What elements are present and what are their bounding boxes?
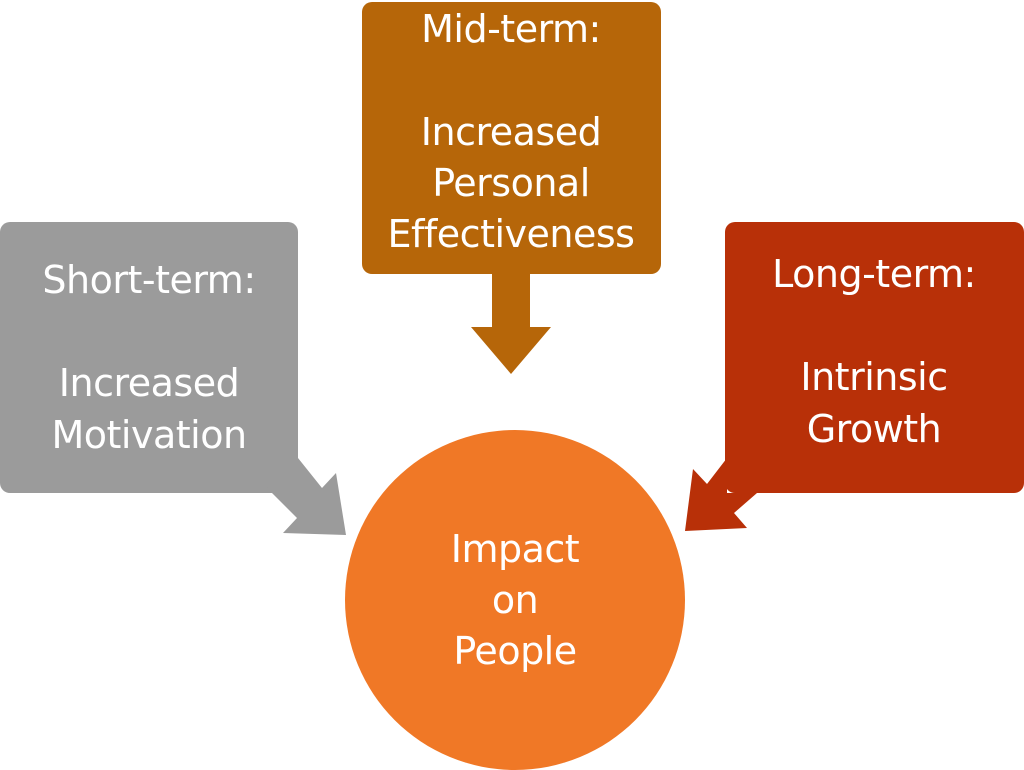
mid-term-line-1: Increased [421, 110, 601, 154]
mid-term-line-2: Personal [432, 161, 590, 205]
mid-term-callout: Mid-term: Increased Personal Effectivene… [362, 2, 661, 374]
mid-term-heading: Mid-term: [421, 7, 601, 51]
center-line-3: People [453, 629, 576, 673]
short-term-arrow [262, 458, 346, 535]
center-line-2: on [492, 578, 538, 622]
long-term-line-1: Intrinsic [800, 355, 947, 399]
short-term-box [0, 222, 298, 493]
long-term-callout: Long-term: Intrinsic Growth [685, 222, 1024, 531]
mid-term-arrow [471, 272, 551, 374]
center-node: Impact on People [345, 430, 685, 770]
long-term-line-2: Growth [807, 407, 942, 451]
center-line-1: Impact [451, 527, 579, 571]
mid-term-line-3: Effectiveness [388, 212, 635, 256]
long-term-heading: Long-term: [772, 252, 976, 296]
impact-circle [345, 430, 685, 770]
short-term-callout: Short-term: Increased Motivation [0, 222, 346, 535]
mid-term-box [362, 2, 661, 274]
short-term-line-2: Motivation [51, 413, 246, 457]
long-term-box [725, 222, 1024, 493]
short-term-line-1: Increased [59, 361, 239, 405]
long-term-arrow [685, 458, 757, 531]
short-term-heading: Short-term: [42, 258, 255, 302]
